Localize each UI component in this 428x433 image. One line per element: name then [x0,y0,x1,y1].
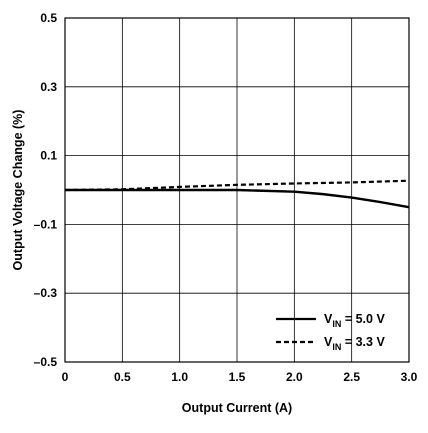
legend-label-1: VIN = 5.0 V [324,312,385,329]
x-tick-label: 1.5 [229,370,246,384]
x-tick-label: 2.0 [286,370,303,384]
x-tick-label: 1.0 [171,370,188,384]
y-tick-label: –0.3 [34,286,58,300]
y-tick-label: 0.5 [40,11,57,25]
y-axis-title: Output Voltage Change (%) [11,110,25,271]
series-line-1 [65,188,410,209]
x-axis-title: Output Current (A) [182,401,292,415]
y-tick-label: –0.5 [34,355,58,369]
x-tick-labels: 0 0.5 1.0 1.5 2.0 2.5 3.0 [62,370,418,384]
series-lines [64,179,410,209]
x-tick-label: 0.5 [114,370,131,384]
y-tick-label: 0.1 [40,149,57,163]
x-tick-label: 3.0 [401,370,418,384]
y-tick-labels: –0.5 –0.3 –0.1 0.1 0.3 0.5 [34,11,58,369]
y-tick-label: 0.3 [40,80,57,94]
legend: VIN = 5.0 V VIN = 3.3 V [276,312,385,352]
y-tick-label: –0.1 [34,217,58,231]
legend-label-2: VIN = 3.3 V [324,335,385,352]
x-tick-label: 2.5 [343,370,360,384]
plot-frame [64,17,410,363]
x-tick-label: 0 [62,370,69,384]
series-line-2 [64,179,410,192]
